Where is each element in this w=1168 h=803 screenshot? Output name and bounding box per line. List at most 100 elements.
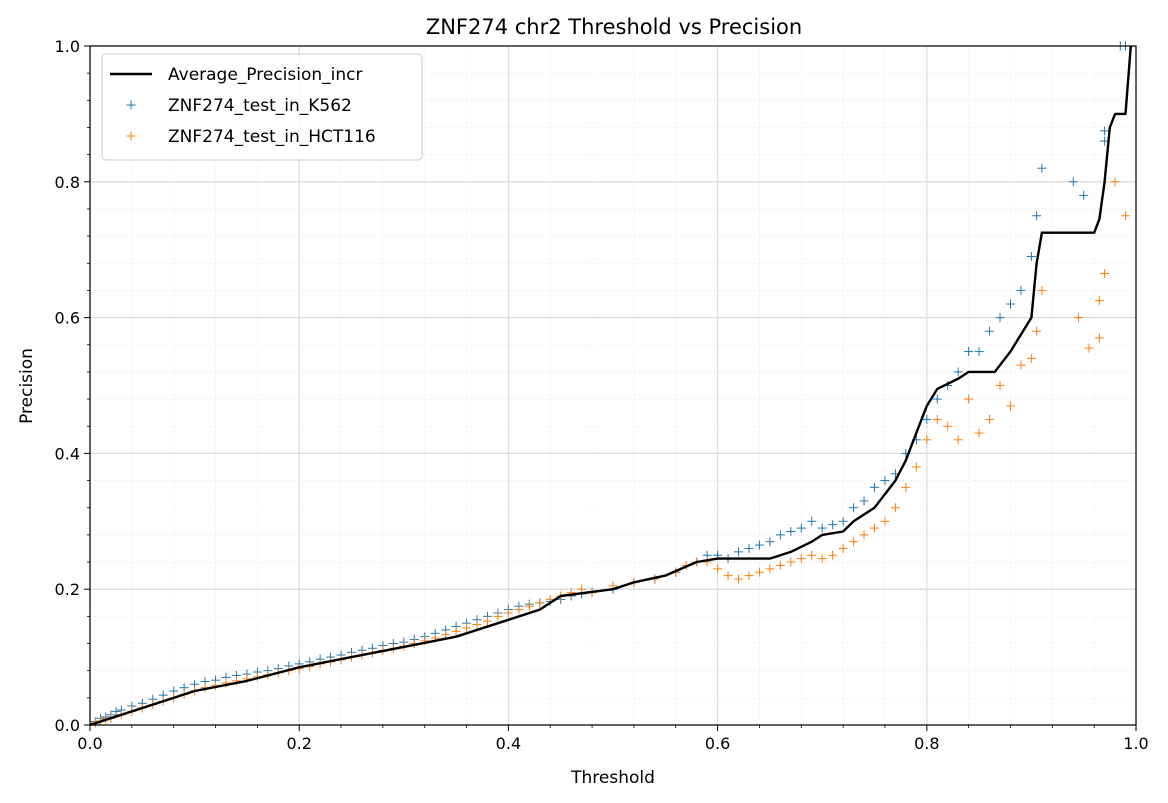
data-point [880,476,890,486]
data-point [985,414,995,424]
x-tick-label: 0.2 [286,734,311,753]
y-tick-label: 0.8 [55,173,80,192]
data-point [1037,285,1047,295]
y-tick-label: 0.4 [55,444,80,463]
data-point [828,550,838,560]
data-point [796,554,806,564]
data-point [953,367,963,377]
data-point [828,520,838,530]
y-tick-label: 1.0 [55,37,80,56]
x-tick-label: 0.4 [496,734,521,753]
data-point [817,523,827,533]
data-point [922,414,932,424]
legend-box [101,53,423,161]
data-point [734,574,744,584]
data-point [807,550,817,560]
data-point [1016,360,1026,370]
data-point [765,537,775,547]
axis-ticks: 0.0 0.2 0.4 0.6 0.8 1.0 0.0 0.2 0.4 0.6 0.8 1.0 [55,37,1149,753]
data-point [1121,211,1131,221]
data-point [1110,177,1120,187]
y-tick-label: 0.6 [55,309,80,328]
data-point [535,598,545,608]
data-point [953,435,963,445]
data-point [754,567,764,577]
data-point [524,601,534,611]
data-point [922,435,932,445]
data-point [744,543,754,553]
data-point [932,394,942,404]
data-point [859,530,869,540]
data-point [964,394,974,404]
data-point [870,482,879,492]
data-point [849,503,859,513]
data-point [890,503,900,513]
data-point [1084,343,1094,353]
legend: Average_Precision_incr ZNF274_test_in_K56… [101,53,423,161]
data-point [817,554,827,564]
y-axis-label: Precision [17,348,37,424]
data-point [111,706,121,716]
data-point [943,421,953,431]
data-point [1073,313,1083,323]
data-point [514,605,524,615]
x-axis-label: Threshold [570,768,655,788]
data-point [1026,251,1036,261]
data-point [838,516,848,526]
series-line-Average_Precision_incr [89,45,1132,727]
data-point [786,557,796,567]
data-point [1032,211,1042,221]
series-layer [89,41,1132,728]
legend-marker-swatch [126,131,136,141]
legend-marker-swatch [126,100,136,110]
data-point [796,523,806,533]
data-point [472,620,482,630]
plot-frame [89,45,1137,726]
data-point [911,462,921,472]
data-point [880,516,890,526]
data-point [1094,333,1104,343]
data-point [503,608,513,618]
data-point [744,571,754,581]
legend-label: ZNF274_test_in_K562 [168,96,352,116]
data-point [964,347,974,357]
data-point [493,611,503,621]
data-point [1005,401,1015,411]
data-point [849,537,859,547]
data-point [1037,163,1047,173]
data-point [995,313,1005,323]
data-point [451,626,461,636]
data-point [713,564,723,574]
data-point [932,414,942,424]
chart-title: ZNF274 chr2 Threshold vs Precision [426,15,802,39]
data-point [974,428,984,438]
data-point [1032,326,1042,336]
data-point [1094,296,1104,306]
data-point [462,623,472,633]
legend-label: Average_Precision_incr [168,65,363,85]
data-point [838,543,848,553]
data-point [723,571,733,581]
data-point [1005,299,1015,309]
data-point [974,347,984,357]
data-point [1016,285,1026,295]
data-point [786,526,796,536]
data-point [734,547,744,557]
data-point [775,530,785,540]
data-point [1079,190,1089,200]
y-tick-label: 0.2 [55,580,80,599]
data-point [901,482,911,492]
minor-grid [90,46,1136,725]
data-point [807,516,817,526]
legend-label: ZNF274_test_in_HCT116 [168,127,376,147]
x-tick-label: 1.0 [1123,734,1148,753]
x-tick-label: 0.8 [914,734,939,753]
data-point [754,540,764,550]
data-point [765,564,775,574]
data-point [1100,126,1110,136]
x-tick-label: 0.0 [77,734,102,753]
data-point [1068,177,1078,187]
data-point [482,616,492,626]
data-point [985,326,995,336]
